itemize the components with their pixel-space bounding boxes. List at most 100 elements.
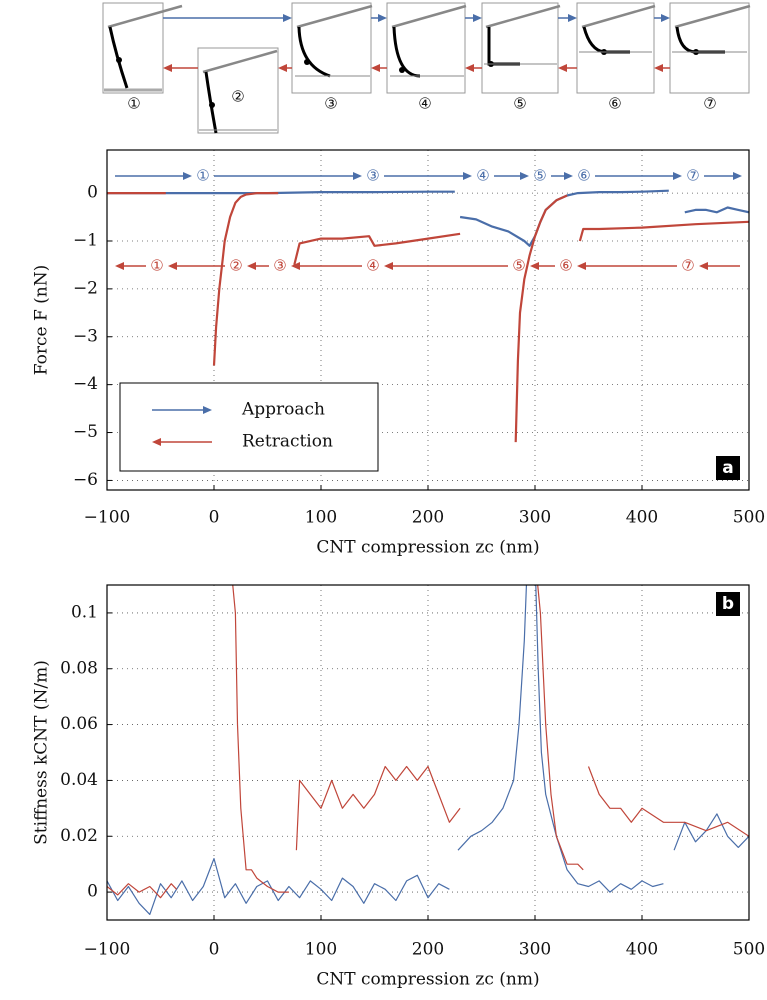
step-label: ④	[476, 167, 489, 185]
bead	[304, 59, 310, 65]
cantilever	[202, 49, 278, 74]
arrowhead	[163, 64, 172, 72]
arrowhead	[378, 14, 387, 22]
arrowhead	[278, 64, 287, 72]
arrowhead	[463, 172, 472, 180]
arrowhead	[699, 262, 708, 270]
data-line	[107, 585, 749, 915]
plot-area	[107, 585, 749, 915]
x-tick-label: 200	[412, 940, 444, 960]
step-label: ②	[229, 257, 242, 275]
step-label: ③	[273, 257, 286, 275]
arrowhead	[203, 406, 212, 414]
data-line	[107, 192, 749, 443]
arrowhead	[168, 262, 177, 270]
y-axis-label: Force F (nN)	[32, 265, 52, 376]
step-label: ⑤	[533, 167, 546, 185]
arrowhead	[283, 14, 292, 22]
step-label: ③	[366, 167, 379, 185]
x-tick-label: 100	[305, 940, 337, 960]
x-axis-label: CNT compression zc (nm)	[316, 970, 539, 990]
axes-frame	[106, 584, 750, 921]
y-tick-label: 0.06	[60, 714, 98, 734]
cantilever	[674, 4, 751, 29]
y-tick-label: −2	[73, 278, 98, 298]
y-tick-label: 0	[87, 183, 98, 203]
y-tick-label: −6	[73, 470, 98, 490]
panel-label-bg	[716, 592, 740, 616]
arrowhead	[247, 262, 256, 270]
arrowhead	[291, 262, 300, 270]
y-tick-label: −5	[73, 422, 98, 442]
step-label: ⑥	[608, 95, 621, 113]
panel-label: b	[716, 592, 740, 616]
x-tick-label: 500	[733, 940, 765, 960]
arrowhead	[473, 14, 482, 22]
x-tick-label: 0	[209, 508, 220, 528]
axes-frame	[106, 149, 750, 491]
panel-label-text: b	[722, 594, 734, 614]
legend-box	[119, 382, 379, 472]
step-label: ①	[196, 167, 209, 185]
step-label: ②	[231, 88, 244, 106]
bead	[116, 57, 122, 63]
panel-label-bg	[716, 456, 740, 480]
arrowhead	[577, 262, 586, 270]
nanotube	[108, 26, 129, 89]
arrowhead	[654, 64, 663, 72]
x-tick-label: 500	[733, 508, 765, 528]
step-label: ④	[366, 257, 379, 275]
arrowhead	[152, 438, 161, 446]
cantilever	[485, 4, 561, 29]
x-tick-label: 300	[519, 940, 551, 960]
y-tick-label: 0.1	[71, 602, 98, 622]
arrowhead	[371, 64, 380, 72]
panel-label: a	[716, 456, 740, 480]
step-label: ⑥	[577, 167, 590, 185]
arrowhead	[558, 64, 567, 72]
nanotube	[297, 26, 331, 78]
step-label: ③	[324, 95, 337, 113]
x-tick-label: 400	[626, 940, 658, 960]
step-label: ①	[150, 257, 163, 275]
x-axis-label: CNT compression zc (nm)	[316, 538, 539, 558]
arrowhead	[661, 14, 670, 22]
arrowhead	[353, 172, 362, 180]
plot-area	[107, 189, 749, 443]
arrowhead	[564, 172, 573, 180]
y-axis-label: Stiffness kCNT (N/m)	[32, 660, 52, 845]
nanotube	[392, 26, 421, 78]
x-tick-label: 400	[626, 508, 658, 528]
step-label: ⑦	[686, 167, 699, 185]
panel-label-text: a	[722, 458, 733, 478]
bead	[209, 102, 215, 108]
arrowhead	[733, 172, 742, 180]
y-tick-label: 0.08	[60, 658, 98, 678]
arrowhead	[115, 262, 124, 270]
arrowhead	[530, 262, 539, 270]
arrowhead	[568, 14, 577, 22]
x-tick-label: 300	[519, 508, 551, 528]
arrowhead	[183, 172, 192, 180]
legend-label: Approach	[241, 400, 325, 420]
arrowhead	[520, 172, 529, 180]
y-tick-label: 0	[87, 882, 98, 902]
arrowhead	[384, 262, 393, 270]
cantilever	[581, 4, 656, 29]
step-label: ⑤	[513, 95, 526, 113]
y-tick-label: −1	[73, 230, 98, 250]
data-line	[107, 585, 749, 899]
arrowhead	[465, 64, 474, 72]
schematic-box	[102, 2, 164, 94]
nanotube	[204, 71, 218, 134]
step-label: ⑤	[512, 257, 525, 275]
schematic	[102, 2, 751, 134]
y-tick-label: 0.02	[60, 826, 98, 846]
step-label: ④	[418, 95, 431, 113]
y-tick-label: 0.04	[60, 770, 98, 790]
cantilever	[391, 4, 467, 29]
x-tick-label: 100	[305, 508, 337, 528]
x-tick-label: 0	[209, 940, 220, 960]
step-label: ①	[127, 95, 140, 113]
